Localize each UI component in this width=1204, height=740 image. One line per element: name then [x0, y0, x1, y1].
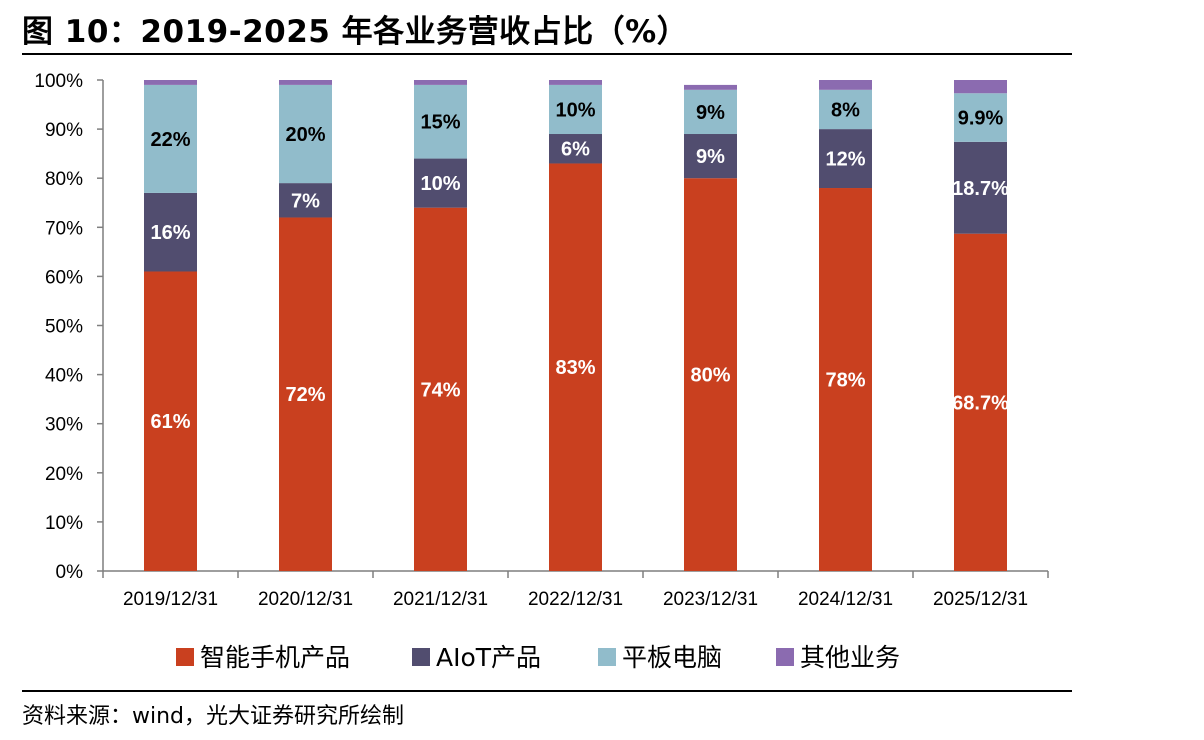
legend-label: 平板电脑 — [622, 643, 722, 672]
y-tick-label: 0% — [56, 562, 84, 583]
y-tick-label: 100% — [34, 71, 83, 92]
legend-swatch — [176, 648, 194, 666]
bar-segment — [279, 217, 332, 572]
top-divider — [22, 53, 1072, 55]
y-tick-label: 60% — [45, 267, 83, 288]
legend-swatch — [412, 648, 430, 666]
page-title: 图 10：2019-2025 年各业务营收占比（%） — [22, 14, 689, 50]
legend-label: 其他业务 — [800, 643, 900, 672]
source-note: 资料来源：wind，光大证券研究所绘制 — [22, 704, 405, 729]
legend-label: 智能手机产品 — [200, 643, 350, 672]
data-label: 10% — [555, 99, 595, 121]
data-label: 9% — [696, 102, 725, 124]
legend-swatch — [598, 648, 616, 666]
legend: 智能手机产品 AIoT产品 平板电脑 其他业务 — [176, 643, 900, 672]
data-label: 7% — [291, 190, 320, 212]
y-tick-label: 90% — [45, 120, 83, 141]
bar-segment — [954, 93, 1007, 142]
x-tick-label: 2022/12/31 — [528, 589, 623, 610]
bar-segment — [144, 80, 197, 85]
y-axis: 0% 10% 20% 30% 40% 50% 60% 70% 80% 90% 100% — [34, 71, 104, 583]
bar-segment — [684, 134, 737, 179]
data-label: 9.9% — [958, 108, 1004, 130]
data-label: 22% — [150, 129, 190, 151]
data-label: 72% — [285, 384, 325, 406]
bar-segment — [144, 84, 197, 193]
x-tick-label: 2024/12/31 — [798, 589, 893, 610]
data-label: 61% — [150, 411, 190, 433]
bar-segment — [414, 80, 467, 85]
bar-segment — [144, 192, 197, 272]
bar-segment — [819, 89, 872, 130]
bar-segment — [819, 129, 872, 189]
data-label: 8% — [831, 99, 860, 121]
data-label: 83% — [555, 357, 595, 379]
data-label: 74% — [420, 379, 460, 401]
bar-segment — [684, 178, 737, 571]
bar-segment — [549, 80, 602, 85]
data-label: 78% — [825, 370, 865, 392]
bar-segment — [549, 163, 602, 571]
y-tick-label: 20% — [45, 464, 83, 485]
data-label: 15% — [420, 112, 460, 134]
bar-segment — [414, 158, 467, 208]
stacked-bar-chart: 0% 10% 20% 30% 40% 50% 60% 70% 80% 90% 100% 2019/1… — [34, 71, 1049, 672]
bar-segment — [279, 80, 332, 85]
y-tick-label: 80% — [45, 169, 83, 190]
bar-segment — [684, 84, 737, 90]
bar-segment — [144, 271, 197, 571]
bar-segment — [954, 80, 1007, 94]
data-label: 6% — [561, 139, 590, 161]
bar-segment — [279, 183, 332, 218]
data-label: 20% — [285, 124, 325, 146]
data-label: 80% — [690, 365, 730, 387]
data-label: 9% — [696, 146, 725, 168]
x-axis: 2019/12/31 2020/12/31 2021/12/31 2022/12/31… — [102, 570, 1049, 610]
y-tick-label: 50% — [45, 317, 83, 338]
x-tick-label: 2020/12/31 — [258, 589, 353, 610]
bar-segment — [549, 134, 602, 164]
data-label: 12% — [825, 149, 865, 171]
data-label: 18.7% — [952, 178, 1009, 200]
y-tick-label: 70% — [45, 218, 83, 239]
x-tick-label: 2021/12/31 — [393, 589, 488, 610]
bar-segment — [819, 80, 872, 90]
data-label: 68.7% — [952, 392, 1009, 414]
bar-segment — [819, 188, 872, 571]
legend-swatch — [776, 648, 794, 666]
bottom-divider — [22, 690, 1072, 692]
x-tick-label: 2019/12/31 — [123, 589, 218, 610]
y-tick-label: 30% — [45, 415, 83, 436]
bar-segment — [279, 84, 332, 184]
bar-segment — [954, 233, 1007, 572]
y-tick-label: 10% — [45, 513, 83, 534]
x-tick-label: 2025/12/31 — [933, 589, 1028, 610]
data-label: 10% — [420, 173, 460, 195]
y-tick-label: 40% — [45, 366, 83, 387]
bar-segment — [414, 207, 467, 571]
x-tick-label: 2023/12/31 — [663, 589, 758, 610]
bar-segment — [414, 84, 467, 159]
bar-segment — [684, 89, 737, 135]
bar-segment — [954, 141, 1007, 234]
bar-segment — [549, 84, 602, 135]
data-label: 16% — [150, 222, 190, 244]
legend-label: AIoT产品 — [436, 643, 541, 672]
bars-group: 61% 16% 22% 72% 7% 20% 74% 10% 15% 83% 6% 10% 80% 9% 9… — [144, 80, 1009, 572]
